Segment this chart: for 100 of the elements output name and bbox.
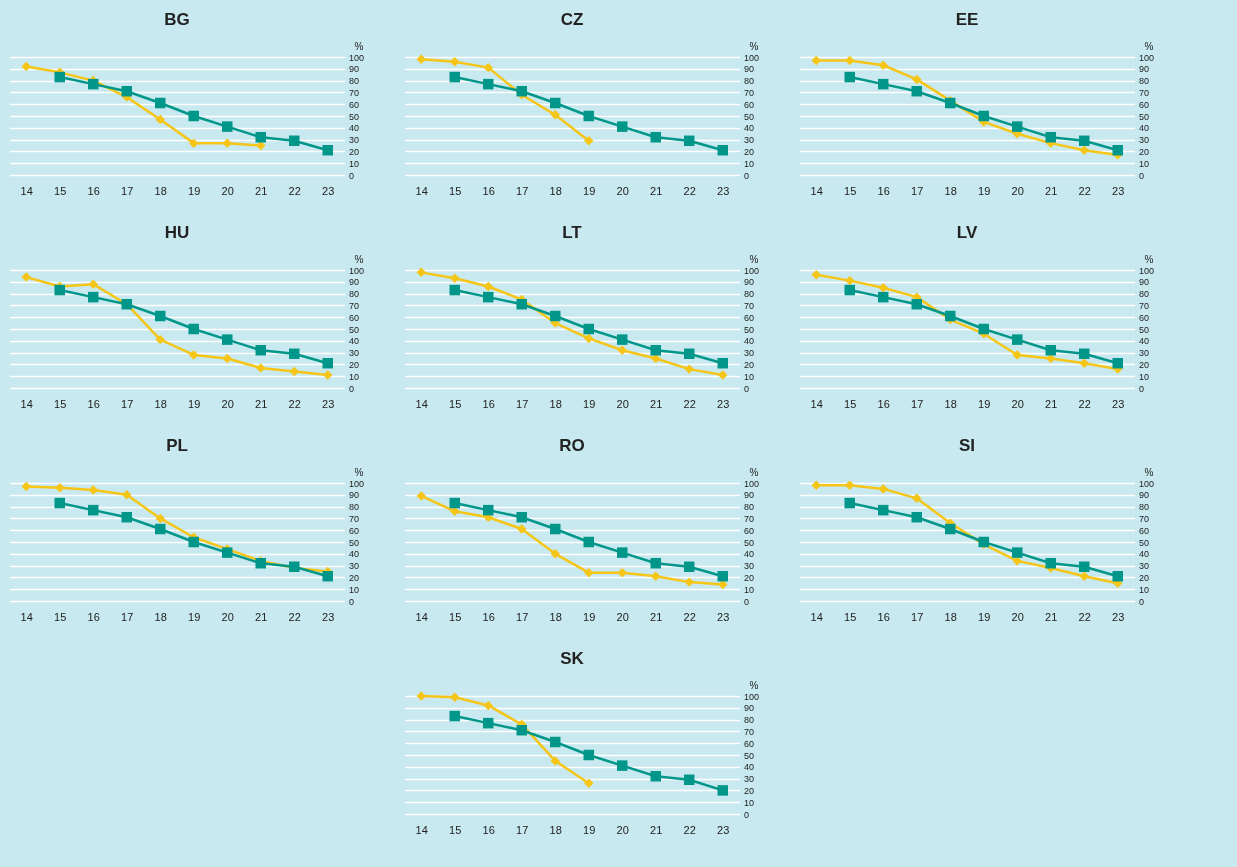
- point: [1012, 556, 1022, 566]
- x-tick-label: 23: [1112, 397, 1125, 410]
- x-tick-label: 21: [1045, 397, 1058, 410]
- point: [450, 56, 460, 67]
- point: [222, 353, 232, 364]
- y-tick-label: 50: [348, 537, 360, 548]
- point: [450, 273, 460, 283]
- x-tick-label: 20: [221, 610, 234, 623]
- point: [845, 275, 855, 286]
- x-tick-label: 14: [415, 610, 428, 623]
- point: [222, 138, 232, 148]
- point: [878, 78, 889, 90]
- x-tick-label: 14: [415, 397, 428, 410]
- point: [188, 323, 199, 335]
- y-tick-label: 90: [1138, 277, 1150, 288]
- point: [1079, 145, 1089, 155]
- y-tick-label: 30: [348, 348, 360, 359]
- point: [1012, 547, 1023, 558]
- x-tick-label: 17: [121, 397, 134, 410]
- y-tick-label: 40: [348, 549, 360, 560]
- point: [450, 692, 460, 702]
- point: [483, 717, 494, 729]
- point: [583, 110, 594, 122]
- y-tick-label: 0: [743, 596, 750, 607]
- point: [650, 345, 661, 356]
- y-tick-label: 100: [1138, 52, 1155, 63]
- y-tick-label: 90: [743, 277, 755, 288]
- x-tick-label: 20: [1011, 610, 1024, 623]
- point: [583, 323, 594, 335]
- y-tick-label: 70: [743, 87, 755, 98]
- point: [684, 135, 695, 147]
- point: [878, 504, 889, 516]
- x-tick-label: 23: [322, 397, 335, 410]
- x-tick-label: 16: [87, 610, 100, 623]
- point: [1079, 571, 1089, 581]
- y-tick-label: 100: [743, 691, 760, 702]
- x-tick-label: 23: [322, 184, 335, 197]
- point: [255, 345, 266, 356]
- chart-title: SI: [958, 436, 976, 455]
- x-tick-label: 17: [911, 184, 924, 197]
- y-axis-title: %: [749, 253, 759, 265]
- point: [322, 570, 333, 582]
- point: [550, 97, 561, 109]
- point: [483, 291, 494, 303]
- y-tick-label: 90: [348, 64, 360, 75]
- y-tick-label: 60: [743, 738, 755, 749]
- x-tick-label: 21: [650, 610, 663, 623]
- y-tick-label: 20: [348, 146, 360, 157]
- y-tick-label: 70: [348, 87, 360, 98]
- point: [21, 481, 31, 492]
- x-tick-label: 18: [154, 610, 167, 623]
- y-tick-label: 100: [1138, 478, 1155, 489]
- point: [844, 71, 855, 83]
- point: [1012, 334, 1023, 345]
- point: [584, 333, 594, 344]
- point: [718, 370, 728, 380]
- point: [121, 85, 132, 97]
- x-tick-label: 19: [583, 397, 596, 410]
- y-tick-label: 80: [1138, 289, 1150, 300]
- x-tick-label: 14: [20, 610, 33, 623]
- point: [483, 504, 494, 516]
- y-tick-label: 20: [743, 146, 755, 157]
- y-tick-label: 70: [743, 513, 755, 524]
- y-tick-label: 90: [743, 490, 755, 501]
- x-tick-label: 14: [810, 184, 823, 197]
- point: [717, 144, 728, 156]
- point: [617, 334, 628, 345]
- x-tick-label: 22: [683, 823, 696, 836]
- x-tick-label: 16: [877, 184, 890, 197]
- x-tick-label: 19: [583, 823, 596, 836]
- x-tick-label: 20: [616, 610, 629, 623]
- point: [188, 110, 199, 122]
- y-tick-label: 20: [348, 572, 360, 583]
- y-tick-label: 70: [1138, 513, 1150, 524]
- chart-title: RO: [559, 436, 585, 455]
- x-tick-label: 19: [188, 610, 201, 623]
- point: [54, 71, 65, 83]
- x-tick-label: 21: [650, 823, 663, 836]
- point: [617, 121, 628, 132]
- point: [1012, 350, 1022, 360]
- point: [878, 282, 888, 293]
- x-tick-label: 15: [54, 610, 67, 623]
- point: [844, 497, 855, 509]
- point: [322, 357, 333, 369]
- point: [449, 497, 460, 509]
- point: [550, 549, 560, 559]
- y-tick-label: 100: [1138, 265, 1155, 276]
- point: [21, 272, 31, 282]
- y-tick-label: 100: [348, 52, 365, 63]
- chart-title: PL: [166, 436, 188, 455]
- y-tick-label: 50: [348, 324, 360, 335]
- point: [1112, 570, 1123, 582]
- point: [188, 536, 199, 548]
- y-tick-label: 100: [348, 478, 365, 489]
- x-tick-label: 19: [188, 184, 201, 197]
- y-tick-label: 100: [743, 52, 760, 63]
- x-tick-label: 18: [944, 184, 957, 197]
- y-tick-label: 50: [1138, 537, 1150, 548]
- point: [155, 513, 165, 524]
- y-tick-label: 50: [743, 750, 755, 761]
